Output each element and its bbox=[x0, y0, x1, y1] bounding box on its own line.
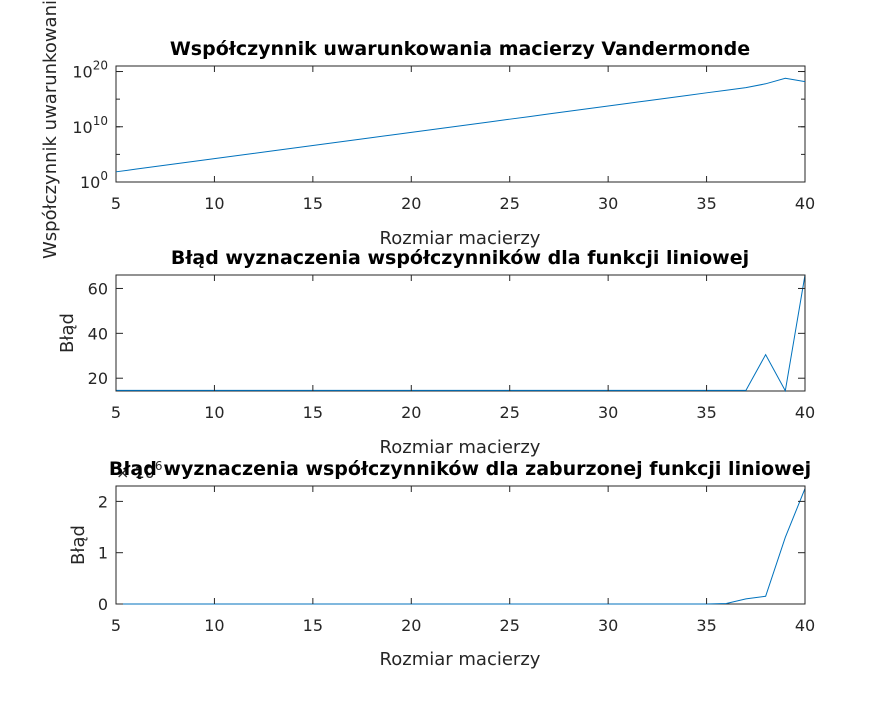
y-tick-label: 2 bbox=[98, 492, 108, 511]
x-tick-label: 30 bbox=[598, 403, 618, 422]
x-tick-label: 40 bbox=[795, 403, 815, 422]
series-line-3-path bbox=[116, 488, 806, 605]
y-tick-label: 100 bbox=[80, 169, 108, 192]
y-multiplier-3: × 106 bbox=[116, 459, 163, 482]
y-tick-base: 10 bbox=[72, 63, 92, 82]
x-tick-label: 15 bbox=[303, 194, 323, 213]
chart-title-1: Współczynnik uwarunkowania macierzy Vand… bbox=[170, 38, 750, 60]
x-tick-label: 20 bbox=[401, 616, 421, 635]
y-tick-base: 10 bbox=[72, 118, 92, 137]
x-ticks-1: 5 10 15 20 25 30 35 40 bbox=[111, 66, 815, 213]
plot-area-1 bbox=[115, 65, 806, 183]
x-tick-label: 35 bbox=[696, 616, 716, 635]
plot-area-3 bbox=[115, 485, 806, 605]
x-tick-label: 30 bbox=[598, 616, 618, 635]
panel-perturbed-error: 5 10 15 20 25 30 35 40 0 1 2 × 106 Błąd wyznaczen… bbox=[68, 458, 815, 670]
x-tick-label: 10 bbox=[204, 616, 224, 635]
x-tick-label: 40 bbox=[795, 194, 815, 213]
y-tick-base: 10 bbox=[80, 173, 100, 192]
x-tick-label: 25 bbox=[500, 194, 520, 213]
x-tick-label: 5 bbox=[111, 194, 121, 213]
x-ticks-2: 5 10 15 20 25 30 35 40 bbox=[111, 275, 815, 422]
x-tick-label: 25 bbox=[500, 403, 520, 422]
x-tick-label: 30 bbox=[598, 194, 618, 213]
x-tick-label: 40 bbox=[795, 616, 815, 635]
y-tick-exp: 0 bbox=[100, 169, 108, 183]
plot-area-2 bbox=[115, 274, 806, 392]
y-tick-label: 1 bbox=[98, 544, 108, 563]
series-line-2 bbox=[116, 274, 806, 393]
panel-linear-error: 5 10 15 20 25 30 35 40 20 40 60 Błąd wyznaczenia … bbox=[57, 247, 815, 458]
x-tick-label: 15 bbox=[303, 403, 323, 422]
y-axis-label-1: Współczynnik uwarunkowania bbox=[40, 0, 61, 259]
y-tick-label: 1010 bbox=[72, 114, 108, 137]
series-line-1 bbox=[115, 77, 806, 173]
x-tick-label: 35 bbox=[696, 403, 716, 422]
x-tick-label: 15 bbox=[303, 616, 323, 635]
y-tick-label: 40 bbox=[88, 324, 108, 343]
y-tick-exp: 10 bbox=[93, 114, 108, 128]
y-multiplier-exp-3: 6 bbox=[155, 459, 163, 473]
series-line-3 bbox=[116, 488, 806, 605]
x-tick-label: 10 bbox=[204, 403, 224, 422]
series-line-1-path bbox=[115, 77, 806, 173]
x-tick-label: 35 bbox=[696, 194, 716, 213]
y-tick-label: 0 bbox=[98, 595, 108, 614]
x-tick-label: 25 bbox=[500, 616, 520, 635]
x-axis-label-1: Rozmiar macierzy bbox=[380, 228, 541, 249]
y-axis-label-2: Błąd bbox=[57, 313, 78, 353]
x-tick-label: 5 bbox=[111, 403, 121, 422]
y-multiplier-base-3: × 10 bbox=[116, 463, 155, 482]
chart-title-3: Błąd wyznaczenia współczynników dla zabu… bbox=[109, 458, 811, 480]
x-axis-label-2: Rozmiar macierzy bbox=[380, 437, 541, 458]
x-axis-label-3: Rozmiar macierzy bbox=[380, 649, 541, 670]
x-tick-label: 20 bbox=[401, 194, 421, 213]
y-tick-label: 1020 bbox=[72, 59, 108, 82]
x-tick-label: 20 bbox=[401, 403, 421, 422]
series-line-2-path bbox=[116, 274, 806, 393]
y-tick-label: 20 bbox=[88, 369, 108, 388]
chart-title-2: Błąd wyznaczenia współczynników dla funk… bbox=[171, 247, 749, 269]
y-axis-label-3: Błąd bbox=[68, 525, 89, 565]
x-tick-label: 5 bbox=[111, 616, 121, 635]
x-ticks-3: 5 10 15 20 25 30 35 40 bbox=[111, 486, 815, 635]
y-tick-label: 60 bbox=[88, 279, 108, 298]
y-ticks-2: 20 40 60 bbox=[88, 279, 805, 388]
y-ticks-3: 0 1 2 bbox=[98, 492, 805, 614]
y-tick-exp: 20 bbox=[93, 59, 108, 73]
x-tick-label: 10 bbox=[204, 194, 224, 213]
